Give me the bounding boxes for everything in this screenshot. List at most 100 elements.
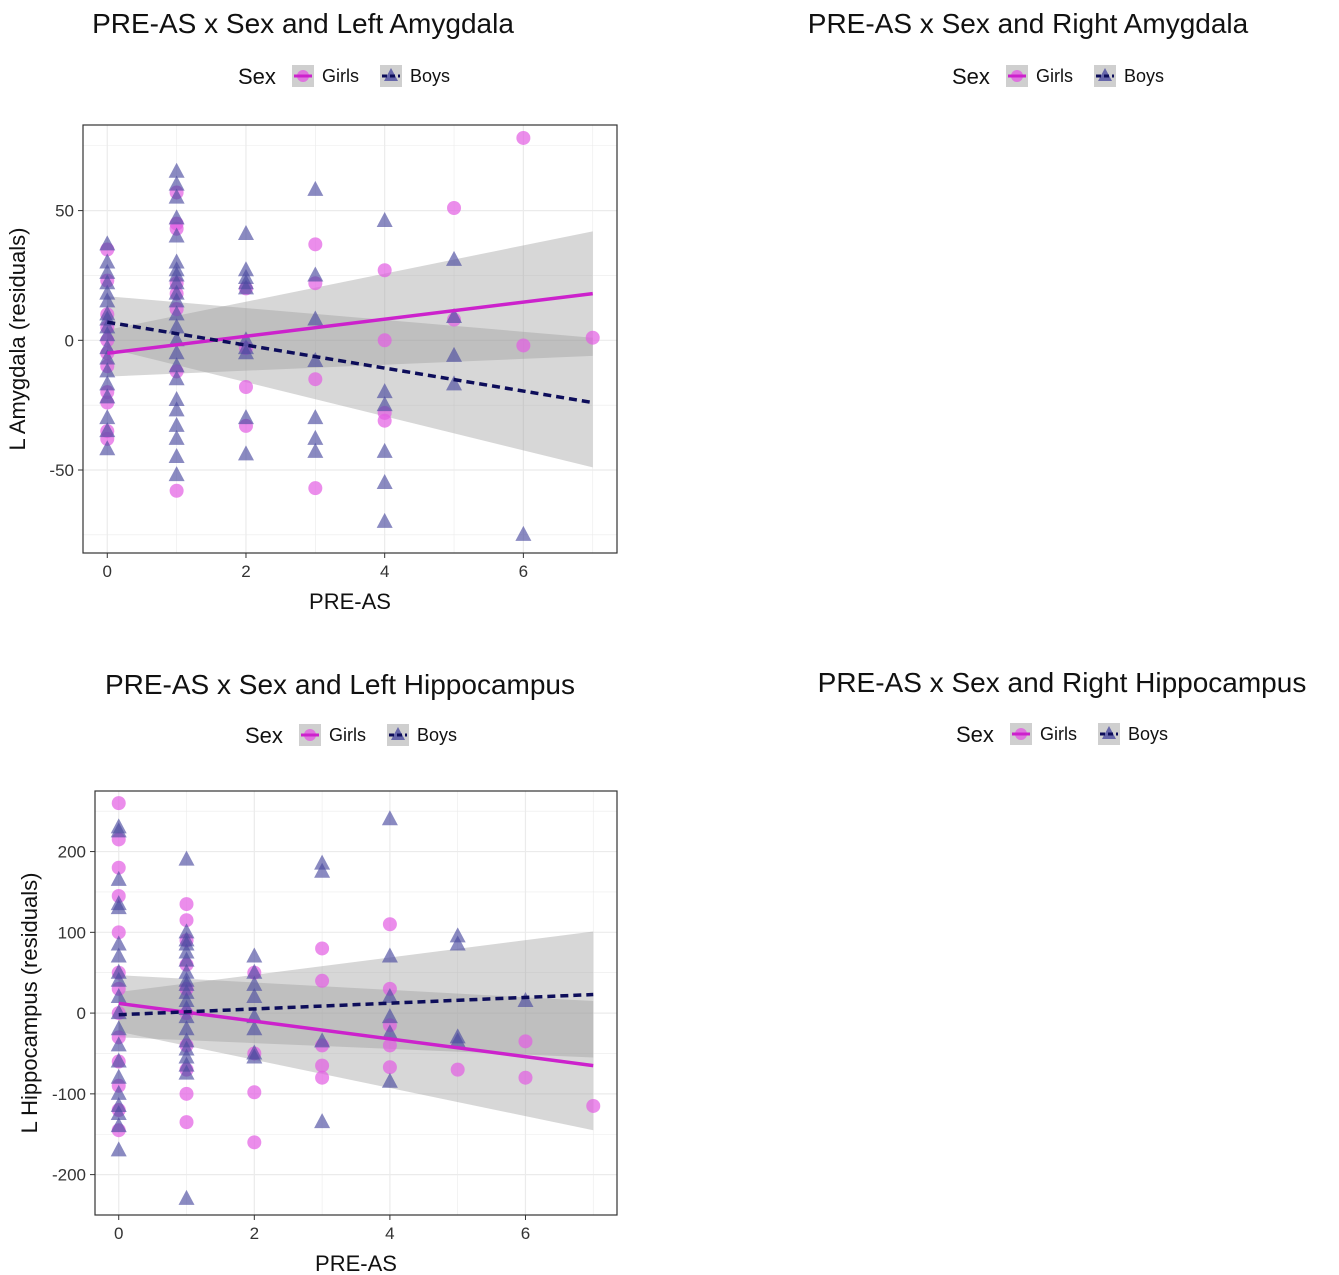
boys-point [99, 409, 116, 425]
boys-point [449, 1032, 466, 1048]
boys-point [381, 1024, 398, 1040]
boys-point [314, 862, 331, 878]
boys-point [110, 1084, 127, 1100]
boys-point [99, 362, 116, 378]
boys-point [381, 987, 398, 1003]
boys-point [178, 963, 195, 979]
girls-point [382, 917, 397, 932]
boys-point [110, 822, 127, 838]
legend-title: Sex [238, 64, 276, 89]
boys-point [237, 279, 254, 295]
boys-point [110, 1020, 127, 1036]
boys-point [99, 326, 116, 342]
x-tick-label: 0 [114, 1224, 123, 1243]
x-axis-label: PRE-AS [309, 589, 391, 614]
boys-point [381, 947, 398, 963]
girls-point [315, 1058, 330, 1073]
boys-point [178, 1040, 195, 1056]
x-tick-label: 4 [380, 562, 389, 581]
panel-left-hippocampus: PRE-AS x Sex and Left Hippocampus Sex Girl… [0, 637, 669, 1274]
girls-fit-line [107, 291, 593, 356]
girls-point [586, 1098, 601, 1113]
boys-point [178, 1189, 195, 1205]
boys-point [168, 344, 185, 360]
boys-point [168, 416, 185, 432]
girls-point [447, 201, 462, 216]
girls-point [315, 1070, 330, 1085]
x-axis-label: PRE-AS [315, 1251, 397, 1274]
boys-point [168, 274, 185, 290]
panel-left-amygdala: PRE-AS x Sex and Left Amygdala Sex Girls Bo… [0, 0, 669, 637]
boys-point [99, 284, 116, 300]
girls-point [308, 237, 323, 252]
boys-point [99, 263, 116, 279]
boys-point [110, 870, 127, 886]
boys-point [110, 987, 127, 1003]
y-tick-label: -200 [52, 1166, 86, 1185]
girls-point [450, 1062, 465, 1077]
legend-item-label: Girls [329, 725, 366, 745]
boys-point [99, 440, 116, 456]
boys-point [99, 318, 116, 334]
boys-fit-line [118, 992, 594, 1017]
y-tick-label: 200 [58, 843, 86, 862]
boys-point [446, 250, 463, 266]
boys-point [178, 975, 195, 991]
boys-point [110, 1105, 127, 1121]
girls-point [308, 372, 323, 387]
boys-point [307, 352, 324, 368]
legend-title: Sex [952, 64, 990, 89]
chart-right-amygdala: PRE-AS x Sex and Right Amygdala Sex Girls B… [808, 8, 1249, 89]
boys-point [168, 466, 185, 482]
boys-point [99, 388, 116, 404]
girls-ci-ribbon [107, 231, 593, 377]
boys-point [168, 162, 185, 178]
boys-point [110, 963, 127, 979]
plot-frame [94, 790, 618, 1216]
panel-right-amygdala: PRE-AS x Sex and Right Amygdala Sex Girls B… [669, 0, 1338, 637]
boys-point [381, 1008, 398, 1024]
boys-point [515, 525, 532, 541]
chart-left-amygdala: PRE-AS x Sex and Left Amygdala Sex Girls Bo… [5, 8, 618, 614]
y-tick-label: 0 [77, 1004, 86, 1023]
boys-point [168, 357, 185, 373]
legend-title: Sex [956, 722, 994, 747]
boys-point [517, 991, 534, 1007]
chart-title: PRE-AS x Sex and Right Hippocampus [818, 667, 1307, 698]
chart-title: PRE-AS x Sex and Right Amygdala [808, 8, 1249, 39]
girls-point [516, 338, 531, 353]
boys-point [178, 983, 195, 999]
boys-point [314, 1032, 331, 1048]
boys-point [168, 284, 185, 300]
boys-point [178, 943, 195, 959]
panel-right-hippocampus: PRE-AS x Sex and Right Hippocampus Sex Gir… [669, 637, 1338, 1274]
boys-point [246, 963, 263, 979]
girls-point [382, 1038, 397, 1053]
boys-point [110, 1036, 127, 1052]
boys-point [168, 429, 185, 445]
boys-point [178, 935, 195, 951]
boys-point [178, 1008, 195, 1024]
girls-ci-ribbon [118, 975, 594, 1131]
boys-point [168, 292, 185, 308]
legend-item-label: Boys [1128, 724, 1168, 744]
boys-point [168, 318, 185, 334]
boys-point [168, 175, 185, 191]
boys-point [178, 1032, 195, 1048]
boys-point [178, 923, 195, 939]
girls-point [111, 796, 126, 811]
boys-point [376, 383, 393, 399]
boys-point [381, 1072, 398, 1088]
boys-point [178, 1064, 195, 1080]
girls-point [111, 925, 126, 940]
boys-point [178, 1020, 195, 1036]
legend-title: Sex [245, 723, 283, 748]
girls-point [169, 483, 184, 498]
girls-point [179, 1115, 194, 1130]
girls-point [111, 860, 126, 875]
y-tick-label: 50 [55, 202, 74, 221]
legend-item-label: Girls [322, 66, 359, 86]
boys-point [246, 1048, 263, 1064]
x-tick-label: 4 [385, 1224, 394, 1243]
boys-point [449, 935, 466, 951]
